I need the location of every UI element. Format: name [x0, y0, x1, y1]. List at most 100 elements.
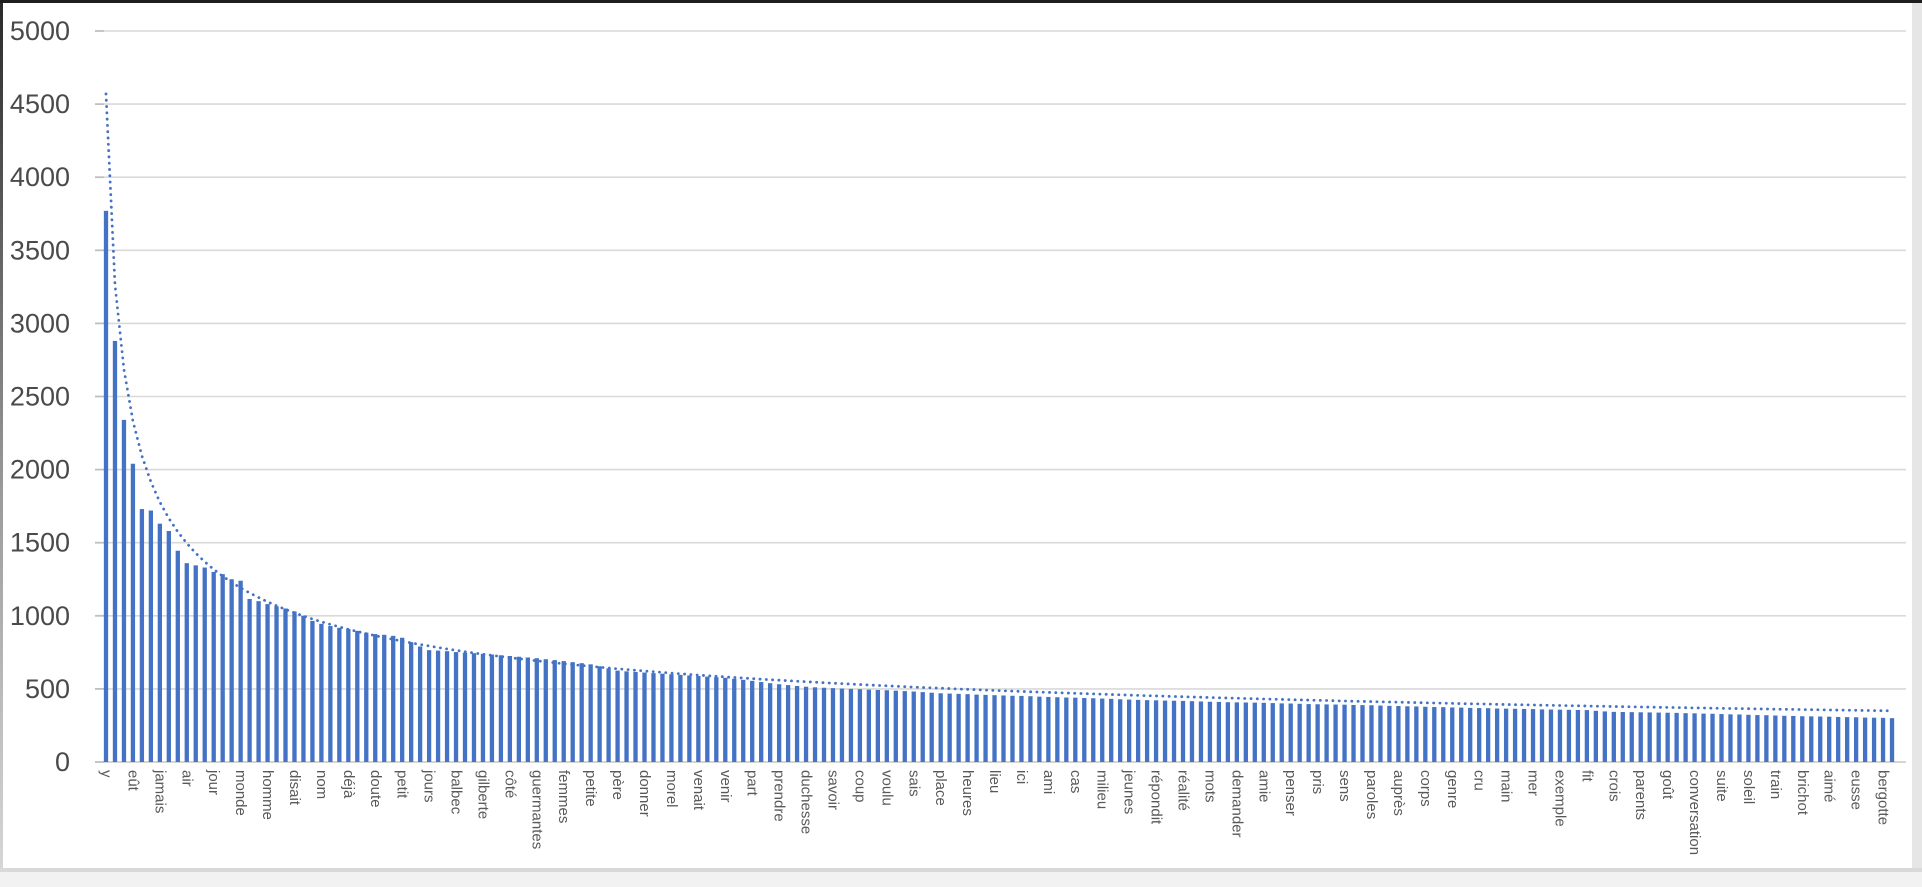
bar: [1234, 702, 1239, 762]
bar: [1521, 708, 1527, 762]
app-background-strip: [0, 872, 1922, 887]
window-left-border: [0, 3, 3, 887]
bar: [274, 606, 279, 762]
bar: [166, 531, 171, 762]
bar: [1503, 708, 1509, 762]
bar: [1512, 708, 1518, 762]
bar: [1153, 700, 1159, 762]
x-category-label: morel: [663, 770, 680, 808]
bar: [956, 693, 961, 762]
x-category-label: conversation: [1686, 770, 1703, 855]
bar: [893, 690, 898, 762]
bar: [1827, 716, 1832, 762]
bar: [310, 620, 315, 762]
bar: [1764, 715, 1769, 762]
y-tick-label: 2500: [10, 382, 70, 412]
bar: [678, 674, 683, 762]
bar: [561, 661, 566, 762]
bar: [1557, 709, 1563, 762]
x-category-label: eusse: [1848, 770, 1865, 810]
bar: [785, 685, 791, 762]
bar: [1351, 704, 1356, 762]
x-category-label: aimé: [1821, 770, 1838, 803]
bar: [1530, 709, 1536, 762]
x-category-label: part: [744, 770, 761, 797]
x-category-label: air: [178, 770, 195, 787]
x-category-label: homme: [259, 770, 276, 820]
bar: [453, 652, 459, 762]
gridlines: [95, 30, 1906, 763]
bar: [812, 687, 818, 762]
chart-bottom-divider: [0, 868, 1922, 872]
bar: [516, 656, 521, 762]
bar: [1791, 715, 1796, 762]
y-tick-label: 4500: [10, 89, 70, 119]
bar: [1566, 709, 1572, 762]
bar: [364, 632, 369, 762]
bar: [175, 550, 180, 762]
x-category-label: répondit: [1148, 770, 1165, 825]
bar: [247, 598, 252, 762]
bar: [1333, 704, 1338, 762]
bar: [139, 509, 145, 762]
bar: [409, 642, 414, 762]
x-category-label: parents: [1632, 770, 1649, 820]
x-category-label: corps: [1417, 770, 1434, 807]
bar: [1432, 707, 1437, 762]
bar: [1450, 707, 1455, 762]
bar: [1880, 717, 1886, 762]
bar: [723, 677, 728, 762]
bar: [1486, 708, 1491, 762]
bar: [1243, 702, 1248, 762]
y-tick-label: 1500: [10, 528, 70, 558]
x-category-label: mots: [1201, 770, 1218, 803]
bar: [776, 684, 782, 762]
bar: [1853, 717, 1859, 762]
x-category-label: exemple: [1551, 770, 1568, 827]
bar: [705, 676, 710, 762]
bar: [1701, 713, 1706, 762]
x-category-label: jeunes: [1121, 769, 1138, 814]
bar: [902, 691, 907, 762]
bar: [1782, 715, 1787, 762]
bar: [1198, 701, 1204, 762]
bar: [696, 676, 701, 762]
x-category-label: disait: [286, 770, 303, 806]
bar: [1001, 695, 1006, 762]
bar: [848, 688, 854, 762]
bar: [1073, 697, 1078, 762]
x-category-label: donner: [636, 770, 653, 817]
bar: [157, 523, 162, 762]
bar: [337, 627, 342, 762]
bar: [444, 651, 450, 762]
bar: [1593, 710, 1598, 762]
bar: [283, 608, 288, 762]
bar: [435, 650, 441, 762]
bar: [938, 693, 943, 762]
bar: [184, 563, 189, 762]
x-axis-category-labels: y eût jamais air jour monde homme disait nom déjà…: [98, 769, 1892, 855]
bar: [1207, 701, 1213, 762]
y-tick-label: 2000: [10, 455, 70, 485]
bar: [965, 694, 970, 762]
y-tick-label: 5000: [10, 16, 70, 46]
x-category-label: doute: [367, 770, 384, 808]
bar: [1710, 713, 1715, 762]
x-category-label: eût: [124, 770, 141, 792]
bar: [328, 626, 333, 762]
bar: [1378, 705, 1383, 762]
bar: [1306, 704, 1311, 762]
bar: [1055, 697, 1060, 762]
bar: [875, 689, 880, 762]
bar: [1261, 702, 1266, 762]
bar: [552, 660, 557, 762]
x-category-label: sens: [1336, 770, 1353, 802]
x-category-label: ami: [1040, 770, 1057, 794]
bar: [1665, 712, 1670, 762]
x-category-label: balbec: [448, 770, 465, 815]
bar: [1423, 706, 1428, 762]
bar: [1692, 713, 1697, 762]
bar: [1441, 707, 1446, 762]
bar: [624, 671, 629, 762]
bar: [1683, 713, 1688, 762]
